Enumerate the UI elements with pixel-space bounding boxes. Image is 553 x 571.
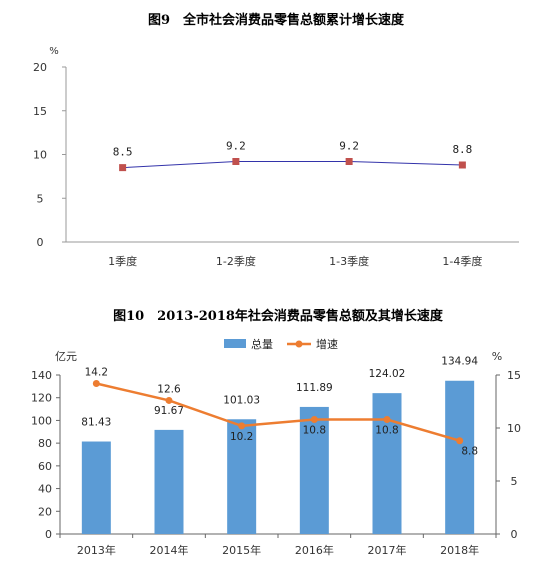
line-data-label: 8.8 xyxy=(461,446,478,458)
line-data-label: 14.2 xyxy=(85,366,108,378)
line-data-label: 10.2 xyxy=(230,431,253,443)
series-line xyxy=(119,158,466,172)
y-tick-label: 15 xyxy=(33,105,47,118)
data-label: 9.2 xyxy=(226,140,246,153)
bar xyxy=(299,406,329,534)
y-axis-left-unit: 亿元 xyxy=(55,350,77,363)
chart-title: 图10 2013-2018年社会消费品零售总额及其增长速度 xyxy=(113,308,444,324)
y-tick-label-left: 80 xyxy=(38,437,52,450)
data-label: 9.2 xyxy=(339,140,359,153)
axes xyxy=(62,66,519,243)
bar xyxy=(154,429,184,534)
x-tick-label: 1季度 xyxy=(108,254,137,268)
bar xyxy=(227,419,257,534)
y-tick-labels: 0 5 10 15 20 xyxy=(33,61,47,249)
y-tick-labels-right: 0 5 10 15 xyxy=(507,369,521,541)
x-tick-label: 1-4季度 xyxy=(442,254,482,268)
bar-data-label: 124.02 xyxy=(369,368,406,380)
line-point xyxy=(383,416,391,424)
line-point xyxy=(238,422,246,430)
y-tick-label: 20 xyxy=(33,61,47,74)
line-point xyxy=(458,161,466,169)
line-point xyxy=(345,158,353,165)
series-bars xyxy=(81,380,475,534)
legend-swatch-marker xyxy=(295,340,303,348)
y-tick-label-right: 0 xyxy=(511,528,518,541)
y-tick-label: 10 xyxy=(33,149,47,162)
line-point xyxy=(456,437,464,445)
y-tick-label-right: 5 xyxy=(511,475,518,488)
legend: 总量 增速 xyxy=(224,337,338,351)
y-tick-label-left: 0 xyxy=(45,528,52,541)
y-axis-unit: % xyxy=(49,46,59,57)
legend-swatch-bars xyxy=(224,339,246,348)
x-tick-label: 2016年 xyxy=(295,543,334,557)
x-tick-label: 2014年 xyxy=(150,543,189,557)
bar xyxy=(445,380,475,534)
chart-growth-quarterly: 图9 全市社会消费品零售总额累计增长速度 % 0 5 10 15 20 1季度 1-2季度… xyxy=(33,12,519,268)
x-tick-labels: 2013年 2014年 2015年 2016年 2017年 2018年 xyxy=(77,543,479,557)
x-tick-label: 2015年 xyxy=(222,543,261,557)
x-tick-label: 2013年 xyxy=(77,543,116,557)
bar-data-labels: 81.43 91.67 101.03 111.89 124.02 134.94 xyxy=(81,356,478,429)
series-line xyxy=(92,379,464,445)
x-tick-label: 1-3季度 xyxy=(329,254,369,268)
y-tick-label-right: 10 xyxy=(507,422,521,435)
y-tick-label-left: 20 xyxy=(38,505,52,518)
chart-retail-total-and-growth: 图10 2013-2018年社会消费品零售总额及其增长速度 总量 增速 亿元 % … xyxy=(31,308,521,557)
bar-data-label: 101.03 xyxy=(223,394,260,406)
data-label: 8.5 xyxy=(113,146,133,159)
legend-label: 增速 xyxy=(316,337,338,351)
y-tick-label-left: 60 xyxy=(38,460,52,473)
y-tick-label-left: 120 xyxy=(31,392,52,405)
line-data-label: 10.8 xyxy=(303,425,326,437)
bar-data-label: 81.43 xyxy=(81,417,111,429)
bar xyxy=(372,393,402,534)
data-labels: 8.5 9.2 9.2 8.8 xyxy=(113,140,473,159)
y-tick-label: 0 xyxy=(37,236,44,249)
chart-title: 图9 全市社会消费品零售总额累计增长速度 xyxy=(148,12,405,28)
y-tick-labels-left: 0 20 40 60 80 100 120 140 xyxy=(31,369,52,541)
y-tick-label-left: 100 xyxy=(31,414,52,427)
line-point xyxy=(165,396,173,404)
legend-label: 总量 xyxy=(251,337,273,351)
line-point xyxy=(310,416,318,424)
x-tick-label: 2018年 xyxy=(440,543,479,557)
bar-data-label: 91.67 xyxy=(154,405,184,417)
growth-line-path xyxy=(96,382,461,442)
line-data-label: 12.6 xyxy=(157,383,181,395)
line-point xyxy=(92,379,100,387)
data-label: 8.8 xyxy=(452,143,472,156)
y-axis-right-unit: % xyxy=(492,350,502,363)
bar-data-label: 111.89 xyxy=(296,382,333,394)
bar xyxy=(81,441,111,534)
x-tick-label: 2017年 xyxy=(368,543,407,557)
line-data-labels: 14.2 12.6 10.2 10.8 10.8 8.8 xyxy=(85,366,478,457)
line-point xyxy=(119,164,127,172)
series-line-path xyxy=(122,161,463,169)
line-data-label: 10.8 xyxy=(375,425,398,437)
y-tick-label-left: 40 xyxy=(38,483,52,496)
y-tick-label-right: 15 xyxy=(507,369,521,382)
bar-data-label: 134.94 xyxy=(441,356,478,368)
line-point xyxy=(232,158,240,165)
axes xyxy=(56,374,500,538)
y-tick-label: 5 xyxy=(37,192,44,205)
y-tick-label-left: 140 xyxy=(31,369,52,382)
x-tick-labels: 1季度 1-2季度 1-3季度 1-4季度 xyxy=(108,254,482,268)
x-tick-label: 1-2季度 xyxy=(216,254,256,268)
